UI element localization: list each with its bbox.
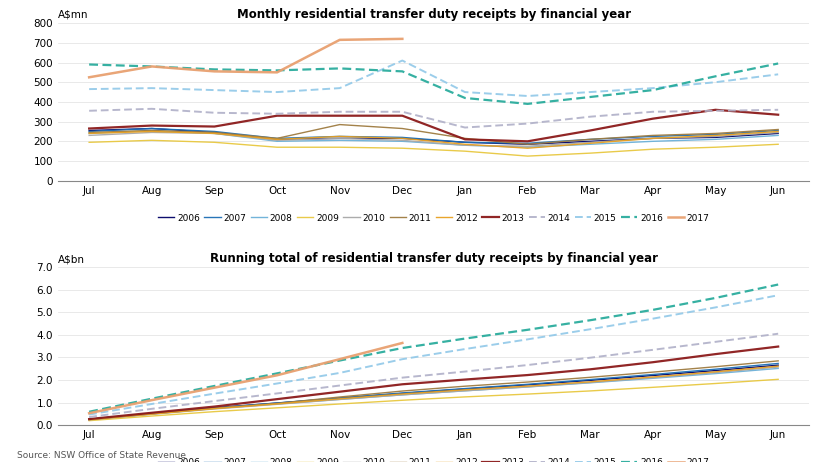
Text: Source: NSW Office of State Revenue: Source: NSW Office of State Revenue	[17, 451, 186, 460]
Title: Running total of residential transfer duty receipts by financial year: Running total of residential transfer du…	[210, 252, 657, 265]
Legend: 2006, 2007, 2008, 2009, 2010, 2011, 2012, 2013, 2014, 2015, 2016, 2017: 2006, 2007, 2008, 2009, 2010, 2011, 2012…	[158, 458, 710, 462]
Legend: 2006, 2007, 2008, 2009, 2010, 2011, 2012, 2013, 2014, 2015, 2016, 2017: 2006, 2007, 2008, 2009, 2010, 2011, 2012…	[158, 213, 710, 223]
Text: A$mn: A$mn	[58, 10, 88, 20]
Title: Monthly residential transfer duty receipts by financial year: Monthly residential transfer duty receip…	[236, 7, 631, 20]
Text: A$bn: A$bn	[58, 254, 85, 264]
